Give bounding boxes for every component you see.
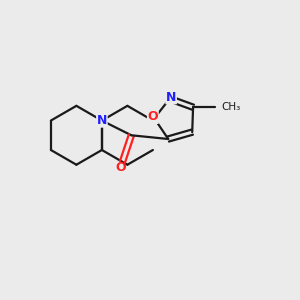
Text: N: N	[166, 91, 176, 104]
Text: O: O	[148, 110, 158, 123]
Text: O: O	[116, 161, 126, 174]
Text: N: N	[97, 114, 107, 127]
Text: CH₃: CH₃	[222, 102, 241, 112]
